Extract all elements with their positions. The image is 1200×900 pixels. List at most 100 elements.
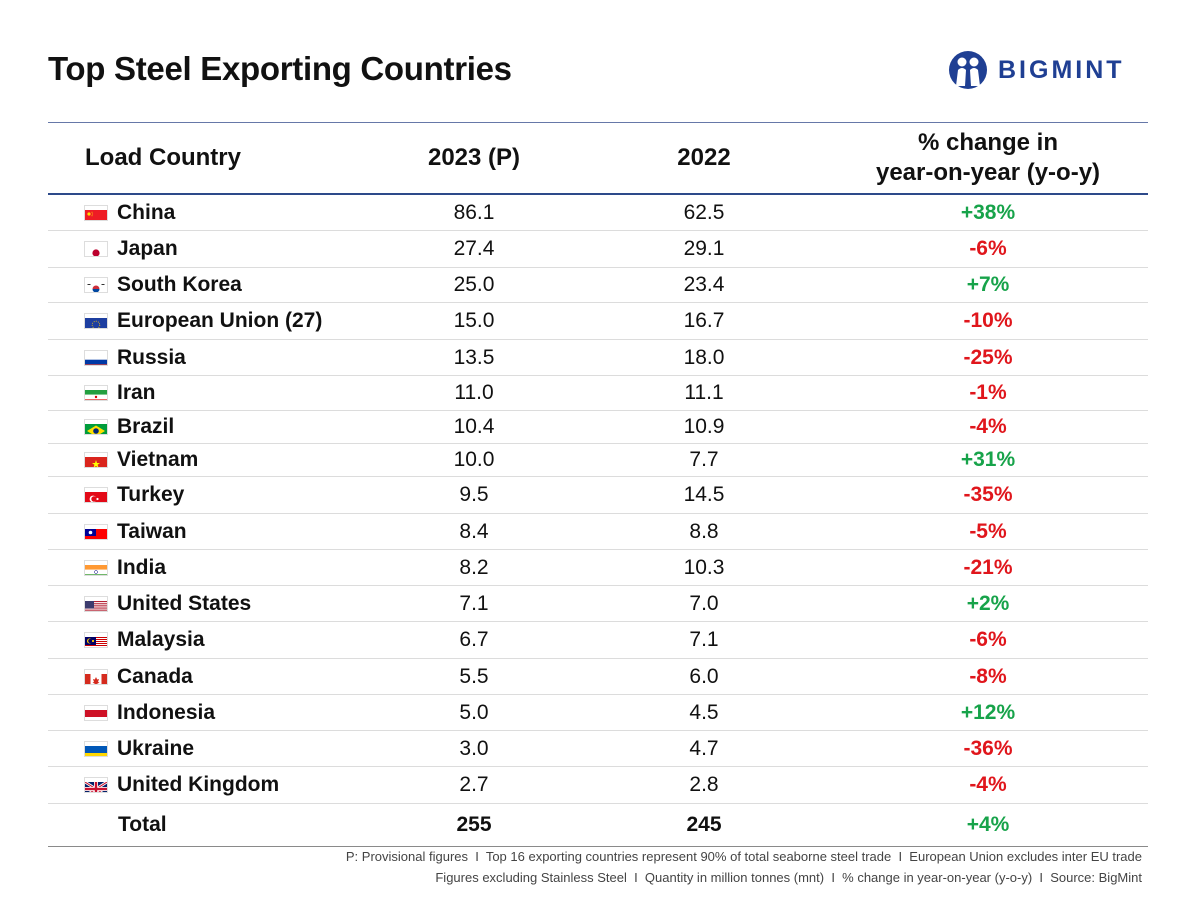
value-2023: 9.5 (459, 483, 489, 506)
table-top-rule (48, 122, 1148, 123)
table-row: Malaysia 6.7 7.1 -6% (48, 622, 1148, 659)
pct-change: +7% (966, 273, 1010, 296)
value-2022: 6.0 (689, 664, 719, 688)
country-name: Canada (117, 664, 193, 688)
table-row: United States 7.1 7.0 +2% (48, 586, 1148, 622)
value-2022: 8.8 (689, 519, 719, 543)
flag-japan-icon (84, 241, 108, 257)
table-row: Ukraine 3.0 4.7 -36% (48, 731, 1148, 767)
country-name: United States (117, 591, 252, 615)
value-2023: 13.5 (453, 345, 495, 369)
pct-change: -36% (963, 736, 1013, 760)
total-row: Total 255 245 +4% (48, 804, 1148, 847)
value-2023: 6.7 (459, 628, 489, 651)
table-row: Indonesia 5.0 4.5 +12% (48, 695, 1148, 731)
value-2023: 3.0 (459, 736, 489, 760)
exports-table: Load Country 2023 (P) 2022 % change in y… (48, 122, 1148, 847)
value-2023: 7.1 (459, 591, 489, 615)
country-name: Vietnam (117, 448, 199, 471)
total-2023: 255 (456, 813, 492, 836)
footnotes: P: Provisional figures I Top 16 exportin… (346, 846, 1142, 888)
country-cell: Vietnam (48, 448, 368, 472)
flag-china-icon (84, 204, 108, 221)
value-2022: 7.7 (689, 448, 719, 471)
pct-change: -25% (963, 345, 1013, 369)
header-2022: 2022 (677, 144, 731, 171)
country-name: Iran (117, 381, 156, 404)
country-cell: Russia (48, 346, 368, 370)
flag-iran-icon (84, 385, 108, 401)
value-2022: 4.5 (689, 700, 719, 724)
pct-change: +2% (966, 591, 1010, 615)
pct-change: -35% (963, 483, 1013, 506)
table-row: Russia 13.5 18.0 -25% (48, 340, 1148, 376)
brand-name: BIGMINT (998, 55, 1125, 84)
value-2023: 2.7 (459, 773, 489, 796)
pct-change: -4% (969, 773, 1007, 796)
flag-brazil-icon (84, 419, 108, 435)
country-name: Russia (117, 345, 186, 369)
country-name: Japan (117, 237, 178, 260)
table-row: Taiwan 8.4 8.8 -5% (48, 514, 1148, 550)
table-row: India 8.2 10.3 -21% (48, 550, 1148, 586)
flag-russia-icon (84, 349, 108, 366)
value-2023: 15.0 (453, 309, 495, 332)
country-name: Malaysia (117, 628, 205, 651)
pct-change: -6% (969, 237, 1007, 260)
table-row: Canada 5.5 6.0 -8% (48, 659, 1148, 695)
flag-india-icon (84, 559, 108, 576)
country-name: Brazil (117, 415, 175, 438)
table-header: Load Country 2023 (P) 2022 % change in y… (48, 123, 1148, 195)
value-2023: 10.0 (453, 448, 495, 471)
value-2022: 29.1 (683, 237, 725, 260)
flag-uk-icon (84, 777, 108, 793)
table-row: Iran 11.0 11.1 -1% (48, 376, 1148, 411)
country-cell: Japan (48, 237, 368, 261)
pct-change: +12% (960, 700, 1016, 724)
flag-south-korea-icon (84, 277, 108, 293)
pct-change: -21% (963, 555, 1013, 579)
total-2022: 245 (686, 813, 722, 836)
value-2023: 86.1 (453, 200, 495, 224)
value-2023: 5.5 (459, 664, 489, 688)
total-pct: +4% (966, 813, 1010, 836)
flag-ukraine-icon (84, 740, 108, 757)
table-row: South Korea 25.0 23.4 +7% (48, 268, 1148, 303)
footnote-line-1: P: Provisional figures I Top 16 exportin… (345, 849, 1142, 864)
value-2023: 8.4 (459, 519, 489, 543)
value-2022: 11.1 (684, 381, 724, 404)
country-name: Turkey (117, 483, 185, 506)
value-2022: 62.5 (683, 200, 725, 224)
country-cell: United Kingdom (48, 773, 368, 797)
header-pct-change: % change in year-on-year (y-o-y) (828, 128, 1148, 188)
country-cell: United States (48, 592, 368, 616)
footnote-line-2: Figures excluding Stainless Steel I Quan… (435, 870, 1142, 885)
flag-turkey-icon (84, 487, 108, 503)
country-cell: Brazil (48, 415, 368, 439)
flag-indonesia-icon (84, 704, 108, 721)
value-2022: 4.7 (689, 736, 719, 760)
value-2023: 5.0 (459, 700, 489, 724)
country-name: Taiwan (117, 519, 187, 543)
value-2022: 7.0 (689, 591, 719, 615)
brand-logo: BIGMINT (948, 50, 1125, 90)
country-name: South Korea (117, 273, 242, 296)
pct-change: -10% (963, 309, 1013, 332)
pct-change: -6% (969, 628, 1007, 651)
country-name: India (117, 555, 167, 579)
flag-canada-icon (84, 668, 108, 685)
country-cell: Ukraine (48, 737, 368, 761)
value-2023: 25.0 (453, 273, 495, 296)
bigmint-logo-icon (949, 51, 987, 89)
country-cell: Indonesia (48, 701, 368, 725)
flag-taiwan-icon (84, 523, 108, 540)
pct-change: -5% (969, 519, 1007, 543)
country-cell: China (48, 201, 368, 225)
pct-change: -1% (969, 381, 1007, 404)
value-2023: 27.4 (453, 237, 495, 260)
country-cell: Canada (48, 665, 368, 689)
country-name: Indonesia (117, 700, 216, 724)
value-2022: 14.5 (683, 483, 725, 506)
country-cell: South Korea (48, 273, 368, 297)
country-name: European Union (27) (117, 309, 323, 332)
